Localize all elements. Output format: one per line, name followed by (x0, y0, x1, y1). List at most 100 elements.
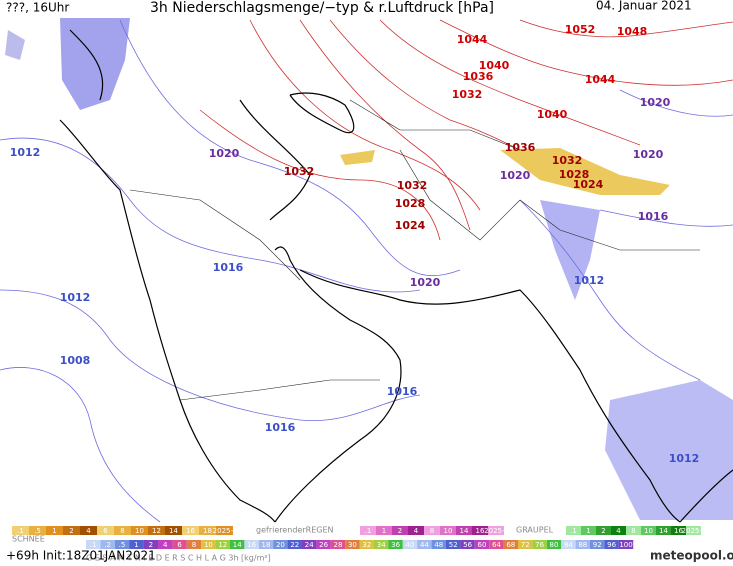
isobar-label: 1020 (209, 147, 240, 160)
legend-label: 16 (247, 541, 256, 549)
legend-label: 18 (203, 527, 212, 535)
isobar-label: 1044 (457, 33, 488, 46)
legend-swatch (215, 540, 230, 549)
isobar-label: 1020 (500, 169, 531, 182)
legend-label: .1 (90, 541, 97, 549)
legend-label: 6 (103, 527, 108, 535)
legend-label: 72 (521, 541, 530, 549)
legend-swatch (671, 526, 686, 535)
isobar-label: 1012 (10, 146, 41, 159)
legend-swatch (316, 540, 331, 549)
legend-swatch (561, 540, 576, 549)
legend-swatch (114, 526, 131, 535)
legend-label: 8 (631, 527, 635, 535)
legend-label: 64 (492, 541, 501, 549)
legend-label: 22 (290, 541, 299, 549)
legend-label: .2 (104, 541, 111, 549)
legend-label: 80 (550, 541, 559, 549)
legend-swatch (100, 540, 115, 549)
legend-label: 10 (135, 527, 144, 535)
legend-label: 16 (186, 527, 195, 535)
legend-swatch (503, 540, 518, 549)
legend-swatch (618, 540, 634, 549)
legend-label: 32 (362, 541, 371, 549)
legend-swatch (656, 526, 671, 535)
legend-label: 24 (305, 541, 314, 549)
legend-swatch (424, 526, 440, 535)
isobar-label: 1024 (395, 219, 426, 232)
legend-label: 4 (414, 527, 419, 535)
isobar-label: 1028 (395, 197, 426, 210)
legend-label: .1 (365, 527, 372, 535)
legend-title: GRAUPEL (516, 526, 554, 535)
legend-label: 1 (382, 527, 386, 535)
legend-swatch (546, 540, 562, 549)
isobar-label: 1036 (463, 70, 494, 83)
legend-swatch (86, 540, 101, 549)
coastlines (59, 29, 733, 523)
legend-label: 20 (276, 541, 285, 549)
legend-label: 14 (659, 527, 668, 535)
legend-label: 2 (601, 527, 605, 535)
legend-label: 28 (334, 541, 343, 549)
legend-label: 84 (564, 541, 573, 549)
legend-label: 26 (319, 541, 328, 549)
legend-swatch (345, 540, 360, 549)
legend-swatch (392, 526, 408, 535)
legend-label: 76 (535, 541, 544, 549)
isobar-label: 1032 (397, 179, 428, 192)
legend-label: 100 (619, 541, 632, 549)
legend-label: 48 (434, 541, 443, 549)
legend-label: 4 (163, 541, 168, 549)
legend-swatch (488, 526, 504, 535)
legend-swatch (158, 540, 173, 549)
isobar-label: 1012 (60, 291, 91, 304)
legend-swatch (258, 540, 274, 549)
legend-label: 12 (218, 541, 227, 549)
legend-title: G E S A M T N I E D E R S C H L A G 3h [… (86, 554, 271, 563)
isobar-label: 1016 (387, 385, 418, 398)
legend-swatch (330, 540, 346, 549)
legend-swatch (287, 540, 302, 549)
legend-label: 12 (152, 527, 161, 535)
brand: meteopool.org (650, 549, 733, 563)
legend-label: 8 (192, 541, 196, 549)
legend-swatch (376, 526, 392, 535)
legend-label: 14 (169, 527, 178, 535)
legend-swatch (374, 540, 389, 549)
legend-swatch (199, 526, 216, 535)
legend-swatch (532, 540, 547, 549)
legend-swatch (446, 540, 461, 549)
legend-swatch (360, 526, 376, 535)
isobar-label: 1016 (213, 261, 244, 274)
legend-swatch (165, 526, 182, 535)
legend-label: 14 (460, 527, 469, 535)
legend-swatch (575, 540, 590, 549)
isobar-label: 1020 (640, 96, 671, 109)
legend-swatch (590, 540, 605, 549)
isobar-label: 1008 (60, 354, 91, 367)
legend-swatch (131, 526, 148, 535)
legend-swatch (172, 540, 187, 549)
legend-label: .1 (570, 527, 577, 535)
header-left: ???, 16Uhr (6, 1, 69, 15)
legend-swatch (97, 526, 114, 535)
legend-label: .1 (17, 527, 24, 535)
legend-swatch (244, 540, 259, 549)
legend-label: 44 (420, 541, 429, 549)
legend-label: 4 (616, 527, 621, 535)
legend-label: 1 (134, 541, 138, 549)
legend-swatch (201, 540, 216, 549)
isobars (0, 19, 733, 523)
legend-label: 10 (644, 527, 653, 535)
legend-label: 40 (406, 541, 415, 549)
isobar-label: 1024 (573, 178, 604, 191)
isobar-label: 1012 (669, 452, 700, 465)
isobar-label: 1012 (574, 274, 605, 287)
legend-swatch (143, 540, 158, 549)
legend-label: 60 (478, 541, 487, 549)
legend-swatch (581, 526, 596, 535)
precipitation (5, 18, 733, 520)
legend-swatch (129, 540, 144, 549)
